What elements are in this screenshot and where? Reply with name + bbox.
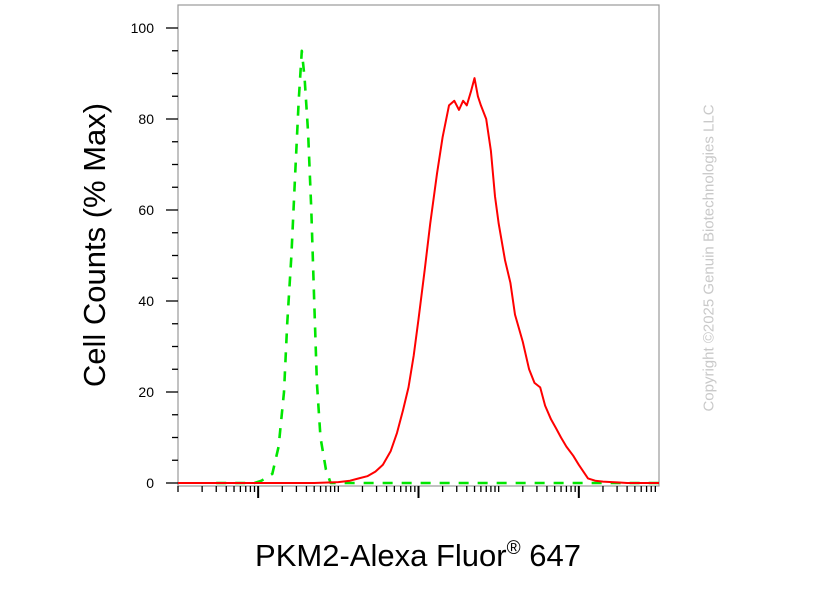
y-tick-label: 0	[146, 475, 154, 491]
x-axis-label: PKM2-Alexa Fluor® 647	[255, 538, 581, 574]
y-tick-label: 40	[138, 293, 154, 309]
series-group	[178, 49, 659, 485]
plot-frame	[177, 4, 660, 487]
copyright-watermark: Copyright ©2025 Genuin Biotechnologies L…	[700, 104, 718, 412]
x-axis-label-suffix: 647	[529, 538, 581, 573]
y-axis-label: Cell Counts (% Max)	[77, 102, 112, 388]
series-dashed-line	[216, 49, 659, 485]
y-tick-label: 80	[138, 111, 154, 127]
series-solid-line	[178, 77, 659, 484]
y-tick-label: 20	[138, 384, 154, 400]
y-axis-tick-labels: 0 20 40 60 80 100	[131, 20, 155, 491]
registered-mark: ®	[506, 538, 521, 559]
x-axis-label-text: PKM2-Alexa Fluor	[255, 538, 507, 573]
y-tick-label: 100	[131, 20, 155, 36]
x-axis-ticks	[177, 486, 656, 498]
y-tick-label: 60	[138, 202, 154, 218]
y-axis-ticks	[166, 27, 178, 484]
